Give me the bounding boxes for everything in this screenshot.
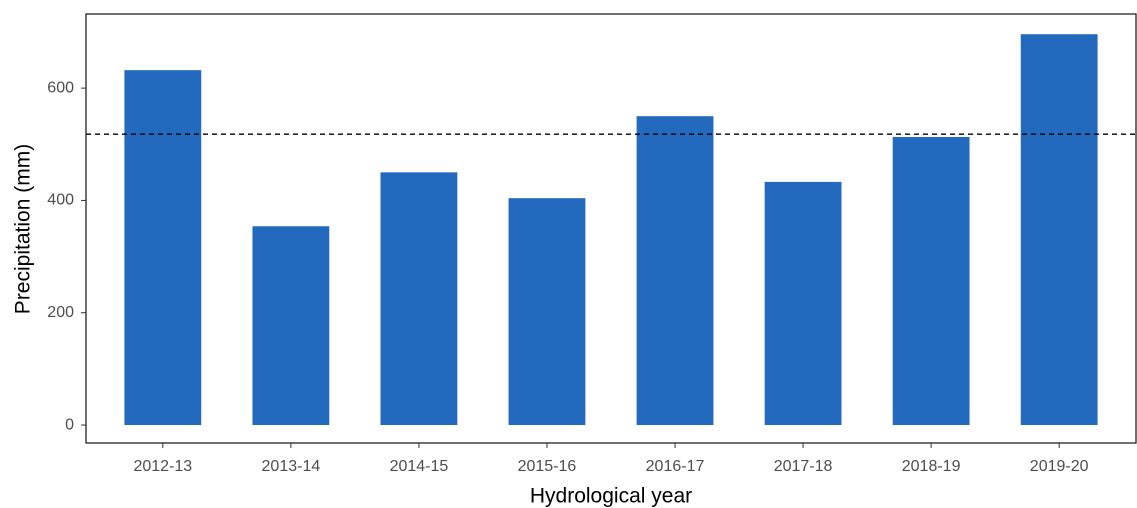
x-tick-label: 2012-13 — [133, 458, 192, 475]
bar — [892, 136, 970, 426]
x-tick-label: 2018-19 — [902, 458, 961, 475]
bar — [764, 181, 842, 426]
bar — [252, 226, 330, 426]
bar — [380, 172, 458, 426]
y-tick-label: 400 — [47, 192, 74, 209]
plot-frame — [85, 13, 1137, 444]
bar — [124, 70, 202, 426]
x-tick-label: 2015-16 — [518, 458, 577, 475]
bar — [508, 198, 586, 426]
x-axis-title: Hydrological year — [530, 485, 692, 508]
x-tick-label: 2013-14 — [262, 458, 321, 475]
bar — [1020, 34, 1098, 426]
y-tick-label: 600 — [47, 79, 74, 96]
y-axis-title: Precipitation (mm) — [12, 144, 35, 314]
x-tick-label: 2017-18 — [774, 458, 833, 475]
bar — [636, 116, 714, 426]
x-tick-label: 2016-17 — [646, 458, 705, 475]
x-tick-label: 2014-15 — [390, 458, 449, 475]
y-tick-label: 200 — [47, 304, 74, 321]
x-tick-label: 2019-20 — [1030, 458, 1089, 475]
y-tick-label: 0 — [65, 416, 74, 433]
